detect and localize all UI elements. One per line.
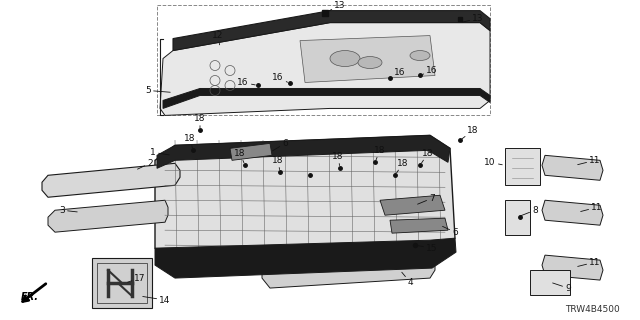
Text: 10: 10 <box>484 158 502 167</box>
Ellipse shape <box>358 57 382 68</box>
Text: 17: 17 <box>127 274 146 283</box>
Text: 18: 18 <box>184 134 196 148</box>
Text: 5: 5 <box>145 86 170 95</box>
Text: TRW4B4500: TRW4B4500 <box>565 305 620 314</box>
Polygon shape <box>42 163 180 197</box>
Text: 13: 13 <box>328 1 346 12</box>
Text: 11: 11 <box>580 203 603 212</box>
Text: 7: 7 <box>417 194 435 204</box>
Ellipse shape <box>410 51 430 60</box>
Text: 16: 16 <box>390 68 406 78</box>
Polygon shape <box>48 200 168 232</box>
Text: 14: 14 <box>143 296 171 305</box>
Polygon shape <box>300 36 435 83</box>
Text: 18: 18 <box>397 159 409 173</box>
Text: 2: 2 <box>138 159 153 169</box>
Polygon shape <box>155 238 456 278</box>
Polygon shape <box>542 155 603 180</box>
Text: 18: 18 <box>422 149 434 163</box>
Text: 18: 18 <box>374 146 386 160</box>
Polygon shape <box>155 135 455 265</box>
Text: 18: 18 <box>195 114 205 128</box>
Text: 12: 12 <box>212 31 224 45</box>
Text: 18: 18 <box>272 156 284 170</box>
Text: 16: 16 <box>272 73 287 82</box>
Text: 8: 8 <box>520 206 538 216</box>
Text: 1: 1 <box>150 148 169 157</box>
Polygon shape <box>380 195 445 215</box>
Polygon shape <box>157 135 450 168</box>
Polygon shape <box>542 200 603 225</box>
Text: 16: 16 <box>422 66 438 75</box>
Polygon shape <box>173 11 490 51</box>
Polygon shape <box>230 143 272 160</box>
Polygon shape <box>542 255 603 280</box>
Text: 11: 11 <box>578 156 601 165</box>
Text: 3: 3 <box>59 206 77 215</box>
Text: 9: 9 <box>552 283 571 292</box>
Text: 4: 4 <box>402 272 413 287</box>
Polygon shape <box>262 248 435 288</box>
Polygon shape <box>163 88 490 108</box>
Ellipse shape <box>330 51 360 67</box>
Polygon shape <box>505 148 540 185</box>
Text: 13: 13 <box>463 14 484 23</box>
Text: 11: 11 <box>578 258 601 267</box>
Text: 18: 18 <box>234 149 246 163</box>
Polygon shape <box>92 258 152 308</box>
Text: FR.: FR. <box>21 292 39 302</box>
Text: 6: 6 <box>273 139 288 151</box>
Polygon shape <box>505 200 530 235</box>
Text: 6: 6 <box>442 226 458 237</box>
Polygon shape <box>390 218 448 233</box>
Text: 16: 16 <box>237 78 255 87</box>
Text: 18: 18 <box>462 126 479 139</box>
Text: 18: 18 <box>332 152 344 165</box>
Polygon shape <box>160 23 490 116</box>
Text: 15: 15 <box>418 244 438 253</box>
Polygon shape <box>530 270 570 295</box>
